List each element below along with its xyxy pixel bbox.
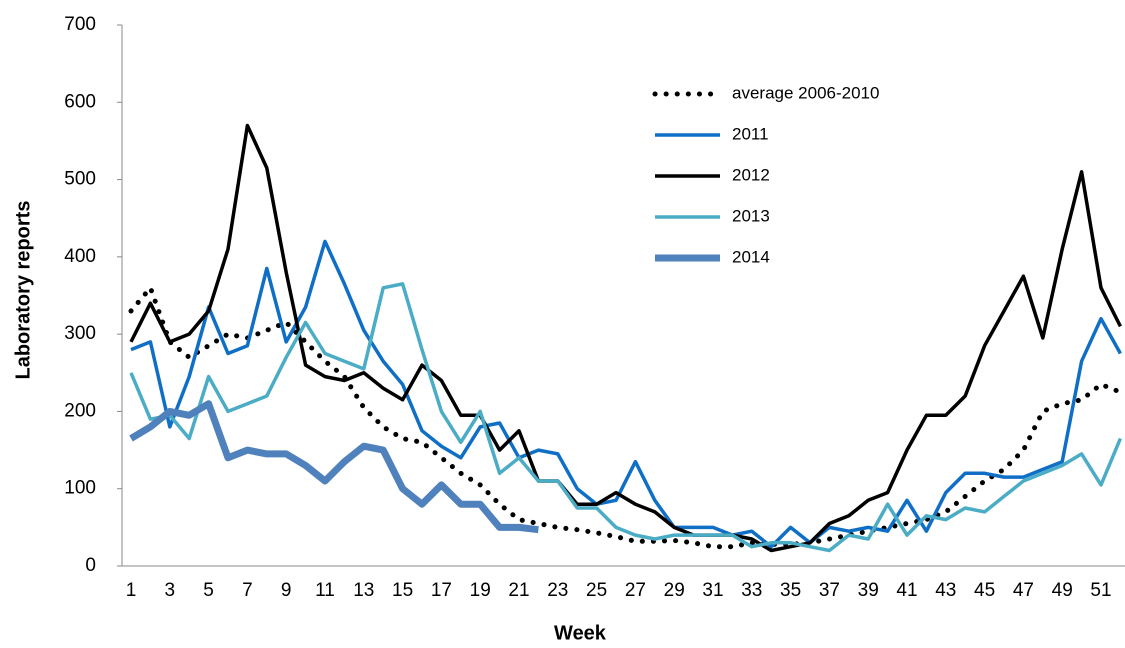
y-tick-label: 500 — [64, 169, 96, 190]
x-tick-label: 7 — [242, 580, 253, 601]
x-tick-label: 19 — [470, 580, 491, 601]
x-tick-label: 5 — [203, 580, 214, 601]
series-line — [128, 285, 1123, 550]
x-tick-label: 47 — [1013, 580, 1034, 601]
y-tick-label: 300 — [64, 323, 96, 344]
x-tick-label: 21 — [508, 580, 529, 601]
x-tick-label: 3 — [165, 580, 176, 601]
x-tick-label: 43 — [935, 580, 956, 601]
y-tick-label: 200 — [64, 400, 96, 421]
legend-label: 2011 — [732, 124, 769, 143]
x-tick-label: 27 — [625, 580, 646, 601]
legend-label: 2012 — [732, 165, 770, 184]
x-tick-label: 9 — [281, 580, 292, 601]
x-tick-label: 37 — [819, 580, 840, 601]
x-tick-label: 25 — [586, 580, 607, 601]
x-tick-label: 33 — [741, 580, 762, 601]
legend-label: average 2006-2010 — [732, 83, 879, 102]
y-tick-label: 600 — [64, 91, 96, 112]
x-tick-label: 17 — [431, 580, 452, 601]
x-tick-label: 1 — [126, 580, 137, 601]
x-tick-label: 31 — [702, 580, 723, 601]
x-tick-label: 13 — [353, 580, 374, 601]
x-tick-label: 35 — [780, 580, 801, 601]
x-tick-label: 39 — [858, 580, 879, 601]
x-tick-label: 23 — [547, 580, 568, 601]
legend-label: 2014 — [732, 247, 770, 266]
x-tick-label: 41 — [896, 580, 917, 601]
series-line — [130, 239, 1122, 549]
x-tick-label: 49 — [1052, 580, 1073, 601]
x-tick-label: 29 — [664, 580, 685, 601]
y-tick-label: 100 — [64, 478, 96, 499]
y-tick-label: 400 — [64, 246, 96, 267]
x-tick-label: 15 — [392, 580, 413, 601]
y-axis-title: Laboratory reports — [12, 201, 34, 380]
x-tick-label: 11 — [315, 580, 335, 601]
y-tick-label: 0 — [85, 555, 96, 576]
legend-label: 2013 — [732, 206, 770, 225]
series-line — [129, 400, 539, 534]
y-tick-label: 700 — [64, 14, 96, 35]
series-line — [129, 282, 1123, 553]
x-tick-label: 51 — [1090, 580, 1111, 601]
x-tick-label: 45 — [974, 580, 995, 601]
x-axis-title: Week — [554, 622, 607, 644]
series-line — [129, 123, 1122, 553]
